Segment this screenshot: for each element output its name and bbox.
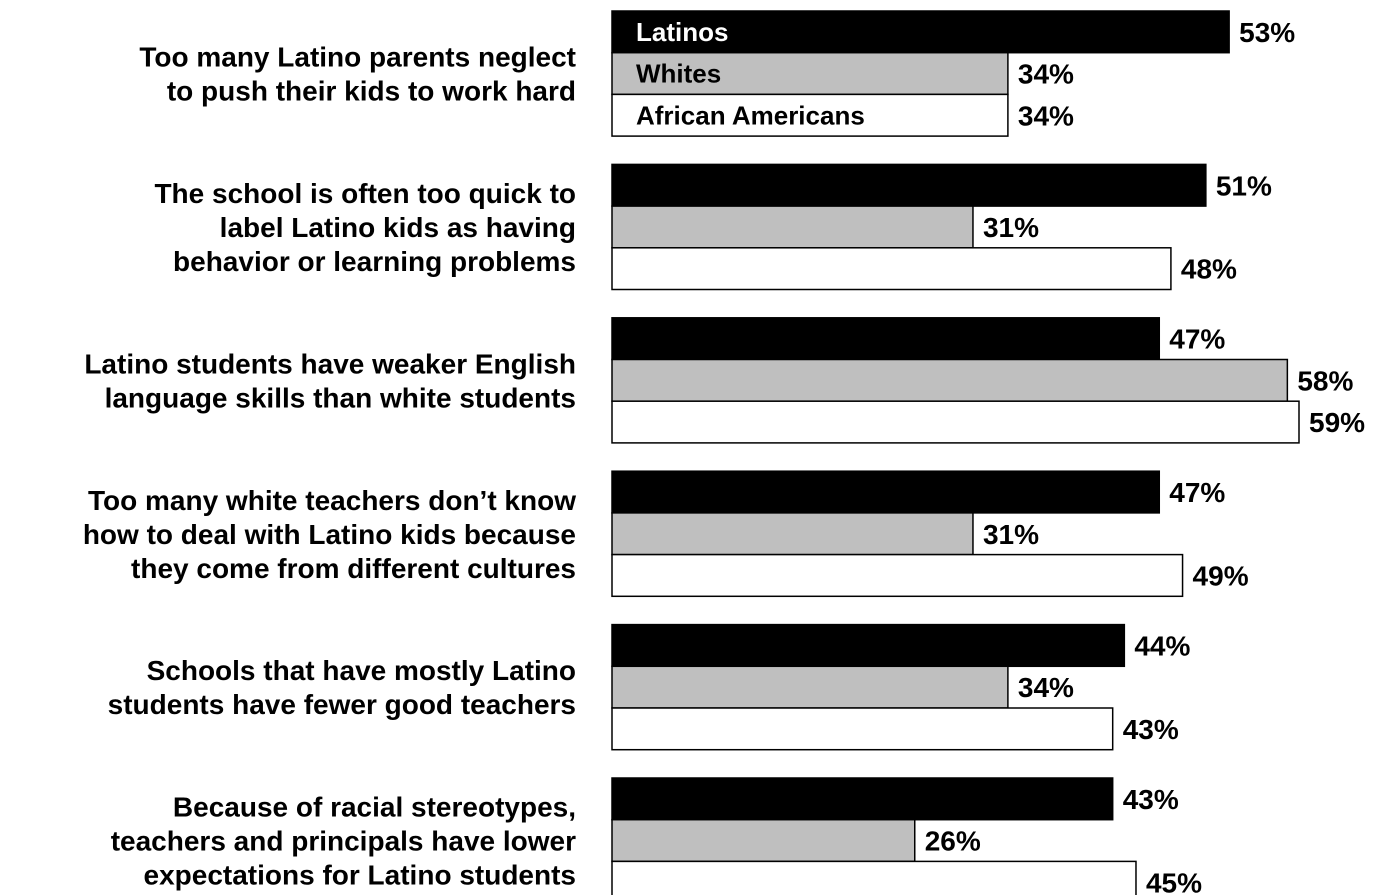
legend: Latinos Whites African Americans (636, 17, 865, 130)
value-label: 58% (1297, 365, 1353, 396)
value-label: 31% (983, 519, 1039, 550)
bar-latinos (611, 777, 1114, 821)
category-label: language skills than white students (105, 382, 576, 413)
bar-latinos (611, 163, 1207, 207)
bars (611, 10, 1300, 895)
bar-latinos (611, 10, 1230, 54)
bar-latinos (611, 623, 1126, 668)
value-label: 53% (1239, 17, 1295, 48)
category-label: Schools that have mostly Latino (147, 655, 576, 686)
legend-label-latinos: Latinos (636, 17, 728, 47)
bar-whites (611, 205, 974, 249)
value-label: 44% (1134, 630, 1190, 661)
bar-whites (611, 512, 974, 556)
bar-african-americans (611, 553, 1184, 598)
bar-whites (611, 665, 1009, 709)
category-label: expectations for Latino students (144, 860, 577, 891)
bar-latinos (611, 470, 1161, 514)
value-label: 26% (925, 826, 981, 857)
bar-whites (611, 818, 916, 863)
bar-whites (611, 51, 1009, 96)
value-label: 34% (1018, 672, 1074, 703)
legend-label-whites: Whites (636, 59, 721, 89)
value-labels: 53% 34% 34% 51% 31% 48% 47% 58% 59% 47% 31% 49% 44% 3… (925, 17, 1365, 895)
category-label: Because of racial stereotypes, (173, 792, 576, 823)
category-label: Latino students have weaker English (84, 348, 576, 379)
category-label: to push their kids to work hard (167, 76, 576, 107)
category-label: students have fewer good teachers (108, 689, 576, 720)
category-label: they come from different cultures (131, 553, 576, 584)
value-label: 45% (1146, 867, 1202, 895)
value-label: 34% (1018, 59, 1074, 90)
bar-african-americans (611, 93, 1009, 137)
value-label: 31% (983, 212, 1039, 243)
bar-african-americans (611, 400, 1300, 444)
category-label: The school is often too quick to (154, 178, 576, 209)
category-label: label Latino kids as having (220, 212, 576, 243)
value-label: 51% (1216, 170, 1272, 201)
category-label: Too many white teachers don’t know (88, 485, 576, 516)
bar-african-americans (611, 707, 1114, 751)
bar-whites (611, 358, 1289, 402)
category-label: behavior or learning problems (173, 246, 576, 277)
bar-latinos (611, 317, 1161, 361)
value-label: 48% (1181, 254, 1237, 285)
bar-african-americans (611, 860, 1137, 895)
value-label: 49% (1193, 560, 1249, 591)
category-label: teachers and principals have lower (111, 826, 576, 857)
category-label: how to deal with Latino kids because (83, 519, 576, 550)
value-label: 34% (1018, 100, 1074, 131)
value-label: 43% (1123, 714, 1179, 745)
bar-african-americans (611, 247, 1172, 291)
legend-label-african-americans: African Americans (636, 100, 865, 130)
value-label: 47% (1169, 477, 1225, 508)
category-label: Too many Latino parents neglect (139, 42, 576, 73)
value-label: 47% (1169, 324, 1225, 355)
value-label: 43% (1123, 784, 1179, 815)
value-label: 59% (1309, 407, 1365, 438)
